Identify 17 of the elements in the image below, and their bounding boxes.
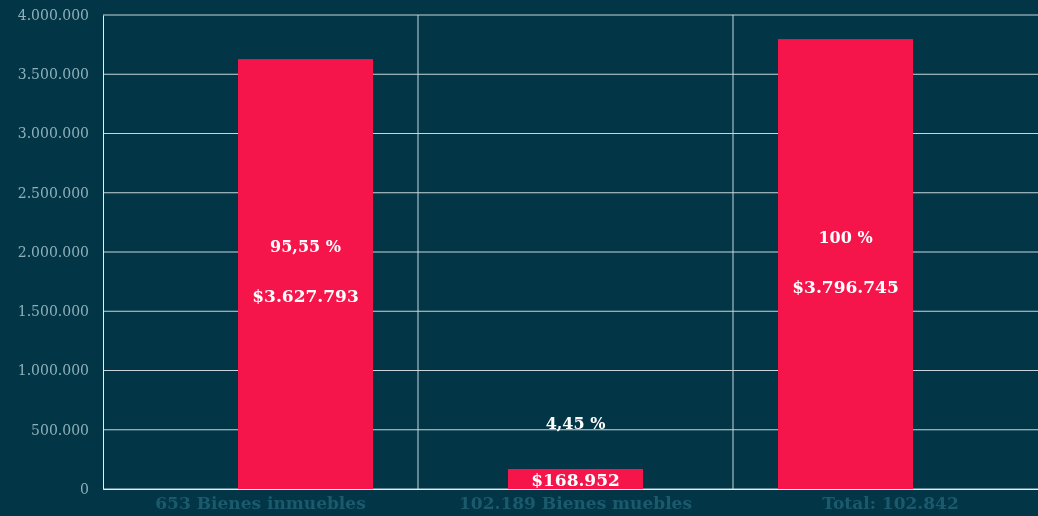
y-tick-label: 3.000.000	[17, 125, 89, 142]
annotation: 95,55 %	[270, 236, 341, 256]
annotation: 100 %	[818, 227, 873, 247]
annotation: 4,45 %	[545, 413, 606, 433]
y-tick-label: 3.500.000	[17, 66, 89, 83]
y-tick-label: 500.000	[31, 421, 89, 438]
y-tick-label: 4.000.000	[17, 6, 89, 23]
y-tick-label: 2.000.000	[17, 243, 89, 260]
data-label: $3.627.793	[252, 285, 359, 306]
y-tick-label: 2.500.000	[17, 184, 89, 201]
y-tick-label: 1.000.000	[17, 362, 89, 379]
data-label: $168.952	[531, 469, 620, 490]
data-label: $3.796.745	[792, 276, 899, 297]
y-tick-label: 0	[80, 480, 89, 497]
bar	[238, 59, 373, 489]
bar	[778, 39, 913, 489]
y-tick-label: 1.500.000	[17, 303, 89, 320]
